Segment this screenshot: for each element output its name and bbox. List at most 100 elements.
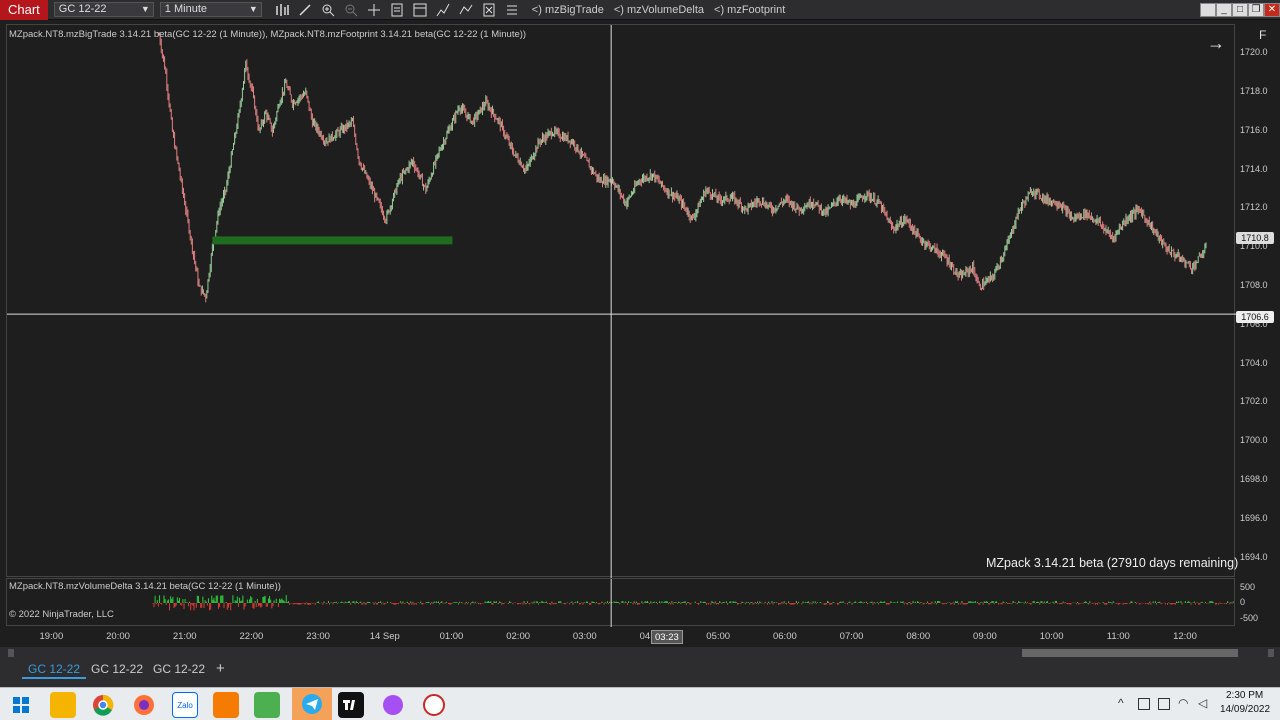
volume-delta-bar [805, 602, 807, 603]
instrument-selector[interactable]: GC 12-22 ▼ [53, 2, 154, 17]
volume-delta-bar [663, 601, 665, 603]
mzbigtrade-link[interactable]: <) mzBigTrade [531, 3, 604, 16]
tab-gc-12-22-2[interactable]: GC 12-22 [91, 662, 144, 676]
tab-gc-12-22-active[interactable]: GC 12-22 [22, 659, 87, 679]
volume-delta-bar [967, 603, 969, 605]
volume-delta-bar [210, 603, 212, 610]
firefox-icon[interactable] [131, 692, 157, 718]
volume-delta-bar [974, 601, 976, 603]
app-green-icon[interactable] [254, 692, 280, 718]
volume-delta-bar [814, 601, 816, 603]
mzvolumedelta-link[interactable]: <) mzVolumeDelta [613, 3, 705, 16]
maximize-icon[interactable]: □ [1232, 3, 1248, 17]
volume-delta-bar [793, 603, 795, 605]
volume-delta-bar [495, 601, 497, 603]
add-tab-button[interactable]: + [216, 660, 225, 677]
volume-delta-bar [1069, 603, 1071, 605]
tab-gc-12-22-3[interactable]: GC 12-22 [153, 662, 206, 676]
volume-delta-axis[interactable]: 500 0 -500 [1235, 578, 1280, 626]
show-hidden-icons[interactable]: ^ [1118, 696, 1124, 710]
chrome-icon[interactable] [90, 692, 116, 718]
volume-delta-bar [1139, 603, 1141, 605]
volume-delta-bar [823, 603, 825, 605]
close-icon[interactable]: ✕ [1264, 3, 1280, 17]
volume-delta-bar [491, 603, 493, 605]
volume-delta-bar [785, 603, 787, 605]
tradingview-icon[interactable] [338, 692, 364, 718]
volume-delta-bar [406, 601, 408, 603]
templates-icon[interactable] [410, 0, 430, 20]
volume-delta-bar [779, 603, 781, 605]
messenger-icon[interactable] [380, 692, 406, 718]
drawing-tool-icon[interactable] [295, 0, 315, 20]
properties-icon[interactable] [387, 0, 407, 20]
zalo-icon[interactable]: Zalo [172, 692, 198, 718]
time-axis[interactable]: 19:00 20:00 21:00 22:00 23:00 14 Sep 01:00 02:0… [6, 627, 1235, 647]
horizontal-scrollbar[interactable] [1022, 649, 1238, 657]
windows-start-icon[interactable] [8, 692, 34, 718]
scroll-right-button[interactable]: → [1207, 33, 1225, 53]
volume-delta-bar [969, 601, 971, 603]
volume-delta-bar [1129, 603, 1131, 604]
zoom-out-icon[interactable] [341, 0, 361, 20]
tray-icon-1[interactable] [1138, 698, 1150, 710]
indicators-icon[interactable] [456, 0, 476, 20]
app-red-icon[interactable] [421, 692, 447, 718]
bar-type-icon[interactable] [272, 0, 292, 20]
volume-delta-bar [1085, 601, 1087, 603]
price-panel[interactable] [6, 24, 1236, 578]
volume-delta-bar [1144, 603, 1146, 605]
clock-date[interactable]: 14/09/2022 [1220, 704, 1271, 715]
volume-delta-bar [763, 603, 765, 604]
volume-delta-panel[interactable] [6, 578, 1235, 627]
interval-selector[interactable]: 1 Minute ▼ [159, 2, 262, 17]
volume-delta-bar [516, 603, 518, 605]
volume-delta-bar [166, 600, 168, 603]
volume-delta-bar [266, 603, 268, 607]
volume-delta-bar [216, 595, 218, 603]
volume-delta-bar [346, 602, 348, 603]
volume-delta-bar [246, 599, 248, 603]
volume-delta-bar [593, 601, 595, 603]
price-axis[interactable]: F 1720.0 1718.0 1716.0 1714.0 1712.0 1710.0 17… [1235, 24, 1280, 577]
volume-delta-bar [922, 603, 924, 605]
volume-delta-bar [207, 598, 209, 603]
volume-icon[interactable]: ◁ [1198, 696, 1208, 710]
window-options-icon[interactable] [1200, 3, 1216, 17]
tab-scroll-right[interactable] [1268, 649, 1274, 657]
f-button[interactable]: F [1259, 28, 1267, 42]
mzfootprint-link[interactable]: <) mzFootprint [714, 3, 786, 16]
volume-delta-bar [1039, 603, 1041, 605]
tab-scroll-left[interactable] [8, 649, 14, 657]
data-box-icon[interactable] [479, 0, 499, 20]
volume-delta-bar [873, 601, 875, 603]
app-orange-icon[interactable] [213, 692, 239, 718]
zoom-in-icon[interactable] [318, 0, 338, 20]
volume-delta-bar [546, 603, 548, 604]
volume-delta-bar [636, 603, 638, 605]
instrument-value: GC 12-22 [58, 3, 107, 15]
volume-delta-bar [998, 603, 1000, 605]
volume-delta-bar [934, 601, 936, 603]
file-explorer-icon[interactable] [50, 692, 76, 718]
wifi-icon[interactable]: ◠ [1178, 696, 1189, 710]
volume-delta-bar [360, 601, 362, 603]
volume-delta-bar [598, 603, 600, 605]
tray-icon-2[interactable] [1158, 698, 1170, 710]
minimize-icon[interactable]: _ [1216, 3, 1232, 17]
volume-delta-bar [234, 600, 236, 603]
volume-delta-bar [1174, 603, 1176, 605]
volume-delta-bar [1134, 602, 1136, 603]
list-icon[interactable] [502, 0, 522, 20]
volume-delta-bar [294, 603, 296, 604]
strategies-icon[interactable] [433, 0, 453, 20]
volume-delta-bar [755, 603, 757, 605]
clock-time[interactable]: 2:30 PM [1226, 690, 1264, 701]
volume-delta-bar [1187, 601, 1189, 603]
restore-icon[interactable]: ❐ [1248, 3, 1264, 17]
telegram-icon[interactable] [292, 688, 332, 720]
volume-delta-bar [957, 601, 959, 603]
volume-delta-bar [220, 595, 222, 603]
volume-delta-bar [883, 601, 885, 603]
crosshair-icon[interactable] [364, 0, 384, 20]
